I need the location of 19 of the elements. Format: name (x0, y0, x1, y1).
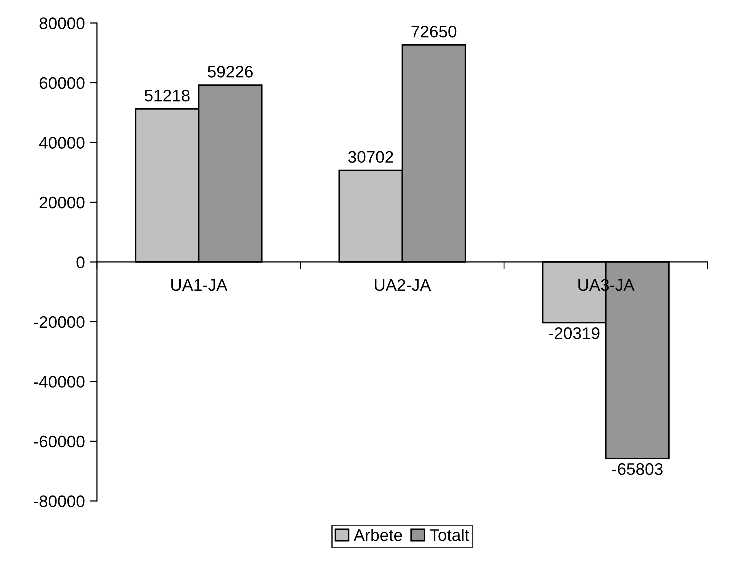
y-tick-label: -40000 (34, 376, 85, 388)
x-tick-label: UA2-JA (375, 279, 432, 292)
data-label: 59226 (208, 66, 253, 78)
data-label: -20319 (549, 328, 600, 340)
y-tick-label: 0 (76, 256, 85, 268)
data-label: 72650 (412, 26, 457, 38)
data-label: 51218 (144, 90, 190, 102)
y-tick-label: 40000 (39, 137, 85, 149)
y-tick-label: -20000 (34, 316, 85, 328)
x-tick-label: UA1-JA (172, 280, 228, 292)
y-tick-label: -60000 (34, 436, 85, 448)
data-label: -65803 (612, 463, 663, 476)
legend-label: Totalt (430, 528, 470, 542)
y-tick-label: 20000 (40, 196, 85, 209)
y-tick-label: 60000 (40, 77, 85, 90)
y-tick-label: -80000 (34, 496, 85, 508)
y-tick-label: 80000 (40, 18, 85, 30)
data-label: 30702 (348, 151, 394, 164)
legend-label: Arbete (354, 528, 402, 542)
